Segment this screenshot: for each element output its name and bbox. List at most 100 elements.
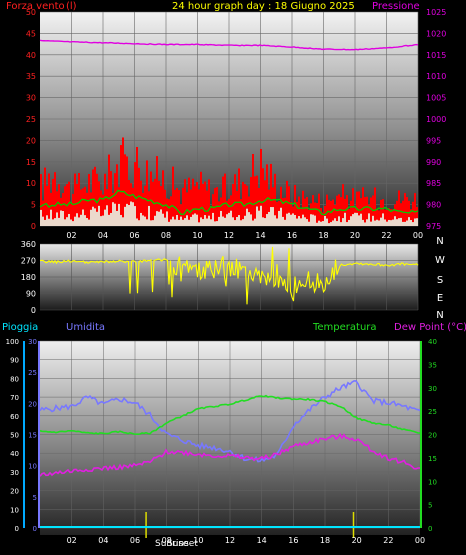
rain-tick-label: 50 <box>10 432 19 440</box>
x-tick-label: 10 <box>193 536 203 545</box>
wind-average-line <box>39 189 419 216</box>
x-tick-label: 08 <box>161 231 171 240</box>
compass-letter: N <box>436 310 443 321</box>
compass-letter: W <box>435 255 445 266</box>
temp-tick-label: 10 <box>428 478 437 486</box>
x-tick-label: 00 <box>415 536 425 545</box>
wind-tick-label: 10 <box>26 179 36 188</box>
direction-line <box>39 246 419 305</box>
x-tick-label: 10 <box>192 231 202 240</box>
pressure-tick-label: 990 <box>426 158 441 167</box>
wind-tick-label: 5 <box>31 201 36 210</box>
direction-tick-label: 0 <box>31 306 36 315</box>
x-tick-label: 22 <box>381 231 391 240</box>
direction-tick-label: 90 <box>26 290 36 299</box>
temp-tick-label: 30 <box>428 385 437 393</box>
x-tick-label: 14 <box>255 231 265 240</box>
humidity-tick-label: 15 <box>28 432 37 440</box>
x-tick-label: 04 <box>98 536 108 545</box>
sunrise-label: Sunrise <box>155 539 189 549</box>
compass-letter: N <box>436 236 443 247</box>
rain-tick-label: 60 <box>10 413 19 421</box>
x-tick-label: 22 <box>383 536 393 545</box>
rain-tick-label: 0 <box>15 525 19 533</box>
rain-tick-label: 80 <box>10 375 19 383</box>
rain-tick-label: 90 <box>10 357 19 365</box>
direction-tick-label: 360 <box>21 240 36 249</box>
wind-tick-label: 45 <box>26 29 36 38</box>
direction-axes: 0 90 180 270 360 <box>21 240 36 315</box>
rain-tick-label: 10 <box>10 506 19 514</box>
climate-grid <box>40 340 421 529</box>
wind-axis-unit: (l) <box>66 1 77 12</box>
dewpoint-line <box>39 432 420 477</box>
rain-tick-label: 40 <box>10 450 19 458</box>
pressure-tick-label: 1025 <box>426 8 446 17</box>
wind-tick-label: 35 <box>26 72 36 81</box>
wind-tick-label: 15 <box>26 158 36 167</box>
temp-tick-label: 40 <box>428 338 437 346</box>
x-tick-label: 18 <box>320 536 330 545</box>
compass-letter: E <box>437 293 443 304</box>
temp-tick-label: 25 <box>428 408 437 416</box>
x-tick-label: 04 <box>98 231 108 240</box>
x-tick-label: 14 <box>257 536 267 545</box>
temperature-legend: Temperatura <box>312 322 377 333</box>
direction-tick-label: 270 <box>21 257 36 266</box>
climate-series <box>39 380 421 538</box>
temp-tick-label: 15 <box>428 455 437 463</box>
x-tick-label: 18 <box>318 231 328 240</box>
temp-tick-label: 5 <box>428 502 432 510</box>
pressure-tick-label: 1000 <box>426 115 446 124</box>
temp-tick-label: 20 <box>428 432 437 440</box>
pressure-tick-label: 995 <box>426 136 441 145</box>
humidity-tick-label: 20 <box>28 400 37 408</box>
humidity-tick-label: 30 <box>28 338 37 346</box>
x-tick-label: 20 <box>350 231 360 240</box>
pressure-tick-label: 980 <box>426 201 441 210</box>
humidity-tick-label: 10 <box>28 463 37 471</box>
x-tick-label: 06 <box>129 231 139 240</box>
wind-tick-label: 0 <box>31 222 36 231</box>
x-tick-label: 16 <box>288 536 298 545</box>
wind-tick-label: 50 <box>26 8 36 17</box>
pressure-tick-label: 1010 <box>426 72 446 81</box>
humidity-tick-label: 0 <box>33 525 37 533</box>
sunset-label: Sunset <box>167 539 198 549</box>
direction-grid <box>40 243 419 311</box>
humidity-line <box>39 380 421 463</box>
rain-tick-label: 20 <box>10 488 19 496</box>
x-tick-label: 02 <box>66 231 76 240</box>
wind-tick-label: 20 <box>26 136 36 145</box>
pressure-axis-title: Pressione <box>372 1 420 12</box>
x-tick-label: 20 <box>352 536 362 545</box>
wind-series <box>39 39 419 226</box>
compass-letter: S <box>437 275 443 286</box>
wind-tick-label: 40 <box>26 51 36 60</box>
rain-tick-label: 30 <box>10 469 19 477</box>
x-tick-label: 12 <box>224 231 234 240</box>
wind-axis-title: Forza vento <box>6 1 65 12</box>
rain-tick-label: 100 <box>6 338 19 346</box>
pressure-tick-label: 975 <box>426 222 441 231</box>
rain-legend: Pioggia <box>2 322 38 333</box>
x-tick-label: 12 <box>225 536 235 545</box>
x-tick-label: 00 <box>413 231 423 240</box>
humidity-tick-label: 25 <box>28 369 37 377</box>
wind-tick-label: 30 <box>26 94 36 103</box>
x-tick-label: 16 <box>287 231 297 240</box>
pressure-tick-label: 1005 <box>426 94 446 103</box>
x-tick-label: 08 <box>162 536 172 545</box>
pressure-tick-label: 985 <box>426 179 441 188</box>
direction-tick-label: 180 <box>21 273 36 282</box>
pressure-tick-label: 1020 <box>426 29 446 38</box>
x-tick-label: 06 <box>130 536 140 545</box>
pressure-line <box>39 39 419 51</box>
rain-tick-label: 70 <box>10 394 19 402</box>
humidity-tick-label: 5 <box>33 494 37 502</box>
climate-axes: 0102030405060708090100051015202530051015… <box>6 338 437 545</box>
temp-tick-label: 0 <box>428 525 432 533</box>
humidity-legend: Umidita <box>66 322 105 333</box>
